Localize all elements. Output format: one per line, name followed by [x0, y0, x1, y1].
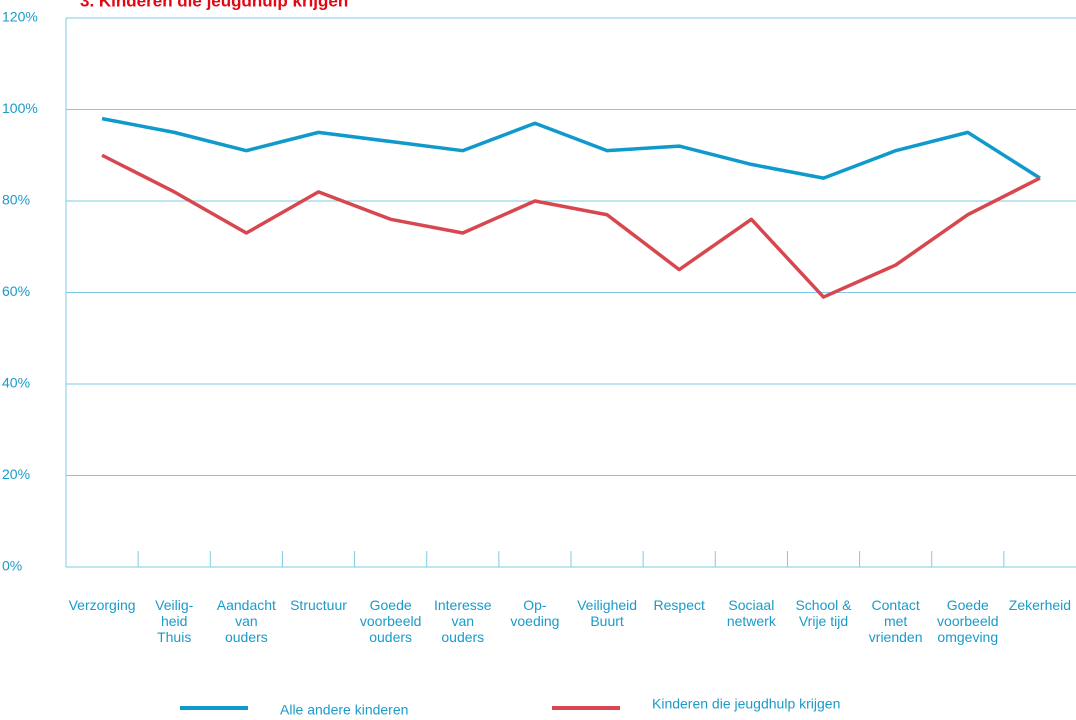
x-tick-label-line: Op- [523, 597, 547, 613]
x-tick-label-line: Buurt [590, 613, 624, 629]
chart-title: 3. Kinderen die jeugdhulp krijgen [80, 0, 348, 10]
x-tick-label-line: Verzorging [69, 597, 136, 613]
x-tick-label-line: Respect [654, 597, 705, 613]
x-tick-label-line: van [451, 613, 474, 629]
y-tick-label: 20% [2, 466, 30, 482]
x-tick-label: Contact met vrienden [869, 597, 923, 645]
series-line [101, 153, 1041, 299]
x-tick-label: Goede voorbeeld omgeving [937, 597, 999, 645]
series-line [101, 116, 1041, 180]
x-tick-label-line: netwerk [727, 613, 777, 629]
x-tick-label-line: Veiligheid [577, 597, 637, 613]
x-tick-label-line: Zekerheid [1009, 597, 1071, 613]
x-tick-label-line: ouders [369, 629, 412, 645]
x-tick-label-line: Contact [872, 597, 920, 613]
y-tick-label: 0% [2, 558, 22, 574]
x-tick-label-line: Structuur [290, 597, 347, 613]
x-tick-label: Respect [654, 597, 705, 613]
x-tick-label: Veiligheid Buurt [577, 597, 637, 629]
y-tick-label: 40% [2, 375, 30, 391]
x-tick-label-line: voeding [510, 613, 559, 629]
y-tick-label: 60% [2, 283, 30, 299]
x-tick-label-line: Goede [370, 597, 412, 613]
x-tick-label-line: vrienden [869, 629, 923, 645]
x-tick-label-line: School & [795, 597, 852, 613]
x-tick-label-line: Veilig- [155, 597, 193, 613]
legend-label: Alle andere kinderen [280, 702, 408, 718]
x-tick-label-line: Thuis [157, 629, 191, 645]
x-tick-label-line: Goede [947, 597, 989, 613]
y-tick-label: 120% [2, 9, 38, 25]
x-tick-label: Op-voeding [510, 597, 559, 629]
x-tick-label-line: van [235, 613, 258, 629]
x-tick-label-line: omgeving [937, 629, 998, 645]
y-tick-label: 100% [2, 100, 38, 116]
x-tick-label: Structuur [290, 597, 347, 613]
x-tick-label: Veilig-heid Thuis [155, 597, 193, 645]
x-tick-label-line: voorbeeld [937, 613, 999, 629]
x-tick-label-line: met [884, 613, 907, 629]
x-tick-label-line: Vrije tijd [799, 613, 848, 629]
x-tick-label-line: ouders [225, 629, 268, 645]
y-tick-label: 80% [2, 192, 30, 208]
x-tick-label-line: Aandacht [217, 597, 276, 613]
x-tick-label: Zekerheid [1009, 597, 1071, 613]
x-tick-label: Aandacht van ouders [217, 597, 276, 645]
x-tick-label-line: heid [161, 613, 187, 629]
x-tick-label: Goede voorbeeld ouders [360, 597, 422, 645]
x-tick-label-line: Interesse [434, 597, 492, 613]
x-tick-label: Verzorging [69, 597, 136, 613]
x-tick-label-line: ouders [441, 629, 484, 645]
legend-label: Kinderen die jeugdhulp krijgen [652, 696, 840, 712]
x-tick-label-line: Sociaal [728, 597, 774, 613]
x-tick-label: Sociaal netwerk [727, 597, 777, 629]
x-tick-label: School & Vrije tijd [795, 597, 852, 629]
x-tick-label: Interesse van ouders [434, 597, 492, 645]
x-tick-label-line: voorbeeld [360, 613, 422, 629]
